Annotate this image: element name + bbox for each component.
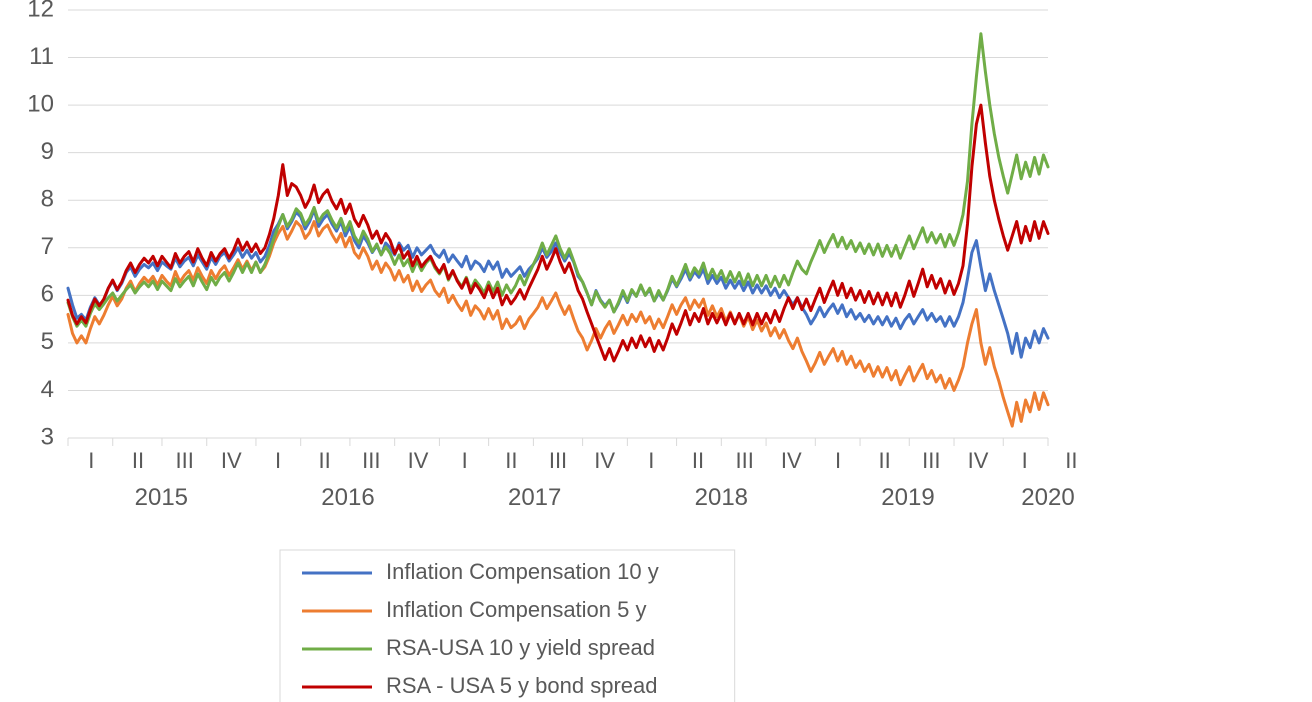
quarter-label: III — [175, 448, 193, 473]
quarter-label: II — [879, 448, 891, 473]
legend-label: Inflation Compensation 10 y — [386, 559, 659, 584]
year-label: 2017 — [508, 484, 561, 511]
quarter-label: II — [692, 448, 704, 473]
ytick-label: 7 — [41, 233, 54, 260]
quarter-label: IV — [594, 448, 615, 473]
ytick-label: 6 — [41, 281, 54, 308]
quarter-label: III — [549, 448, 567, 473]
quarter-label: III — [735, 448, 753, 473]
year-label: 2018 — [695, 484, 748, 511]
year-label: 2019 — [881, 484, 934, 511]
quarter-label: IV — [781, 448, 802, 473]
legend-label: RSA - USA 5 y bond spread — [386, 673, 658, 698]
quarter-label: I — [275, 448, 281, 473]
quarter-label: IV — [221, 448, 242, 473]
ytick-label: 10 — [27, 90, 54, 117]
quarter-label: III — [922, 448, 940, 473]
chart-container: 3456789101112IIIIIIIVIIIIIIIVIIIIIIIVIII… — [0, 0, 1312, 702]
quarter-label: II — [132, 448, 144, 473]
quarter-label: II — [505, 448, 517, 473]
year-label: 2015 — [135, 484, 188, 511]
quarter-label: II — [319, 448, 331, 473]
quarter-label: I — [1022, 448, 1028, 473]
quarter-label: IV — [968, 448, 989, 473]
legend-label: Inflation Compensation 5 y — [386, 597, 647, 622]
year-label: 2016 — [321, 484, 374, 511]
quarter-label: II — [1065, 448, 1077, 473]
ytick-label: 3 — [41, 423, 54, 450]
ytick-label: 12 — [27, 0, 54, 22]
ytick-label: 9 — [41, 138, 54, 165]
line-chart: 3456789101112IIIIIIIVIIIIIIIVIIIIIIIVIII… — [0, 0, 1312, 702]
legend-label: RSA-USA 10 y yield spread — [386, 635, 655, 660]
year-label: 2020 — [1021, 484, 1074, 511]
ytick-label: 5 — [41, 328, 54, 355]
quarter-label: IV — [408, 448, 429, 473]
ytick-label: 8 — [41, 186, 54, 213]
quarter-label: I — [648, 448, 654, 473]
ytick-label: 11 — [29, 43, 54, 70]
series-line-3 — [68, 105, 1048, 361]
ytick-label: 4 — [41, 376, 54, 403]
quarter-label: III — [362, 448, 380, 473]
series-line-2 — [68, 34, 1048, 326]
quarter-label: I — [88, 448, 94, 473]
quarter-label: I — [835, 448, 841, 473]
quarter-label: I — [462, 448, 468, 473]
